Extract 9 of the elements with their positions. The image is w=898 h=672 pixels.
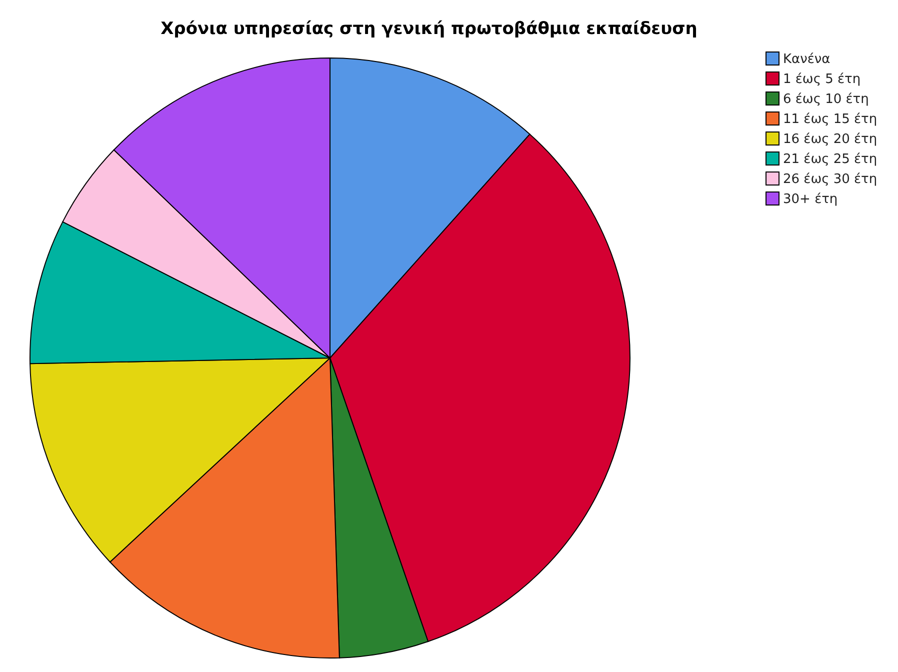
- legend-label: 1 έως 5 έτη: [783, 72, 861, 87]
- legend-label: 16 έως 20 έτη: [783, 132, 878, 147]
- legend-label: Κανένα: [783, 52, 830, 67]
- legend-label: 26 έως 30 έτη: [783, 172, 878, 187]
- chart-title: Χρόνια υπηρεσίας στη γενική πρωτοβάθμια εκπαίδευση: [160, 19, 698, 39]
- legend-label: 11 έως 15 έτη: [783, 112, 878, 127]
- legend-label: 30+ έτη: [783, 192, 838, 207]
- legend-label: 6 έως 10 έτη: [783, 92, 869, 107]
- legend-label: 21 έως 25 έτη: [783, 152, 878, 167]
